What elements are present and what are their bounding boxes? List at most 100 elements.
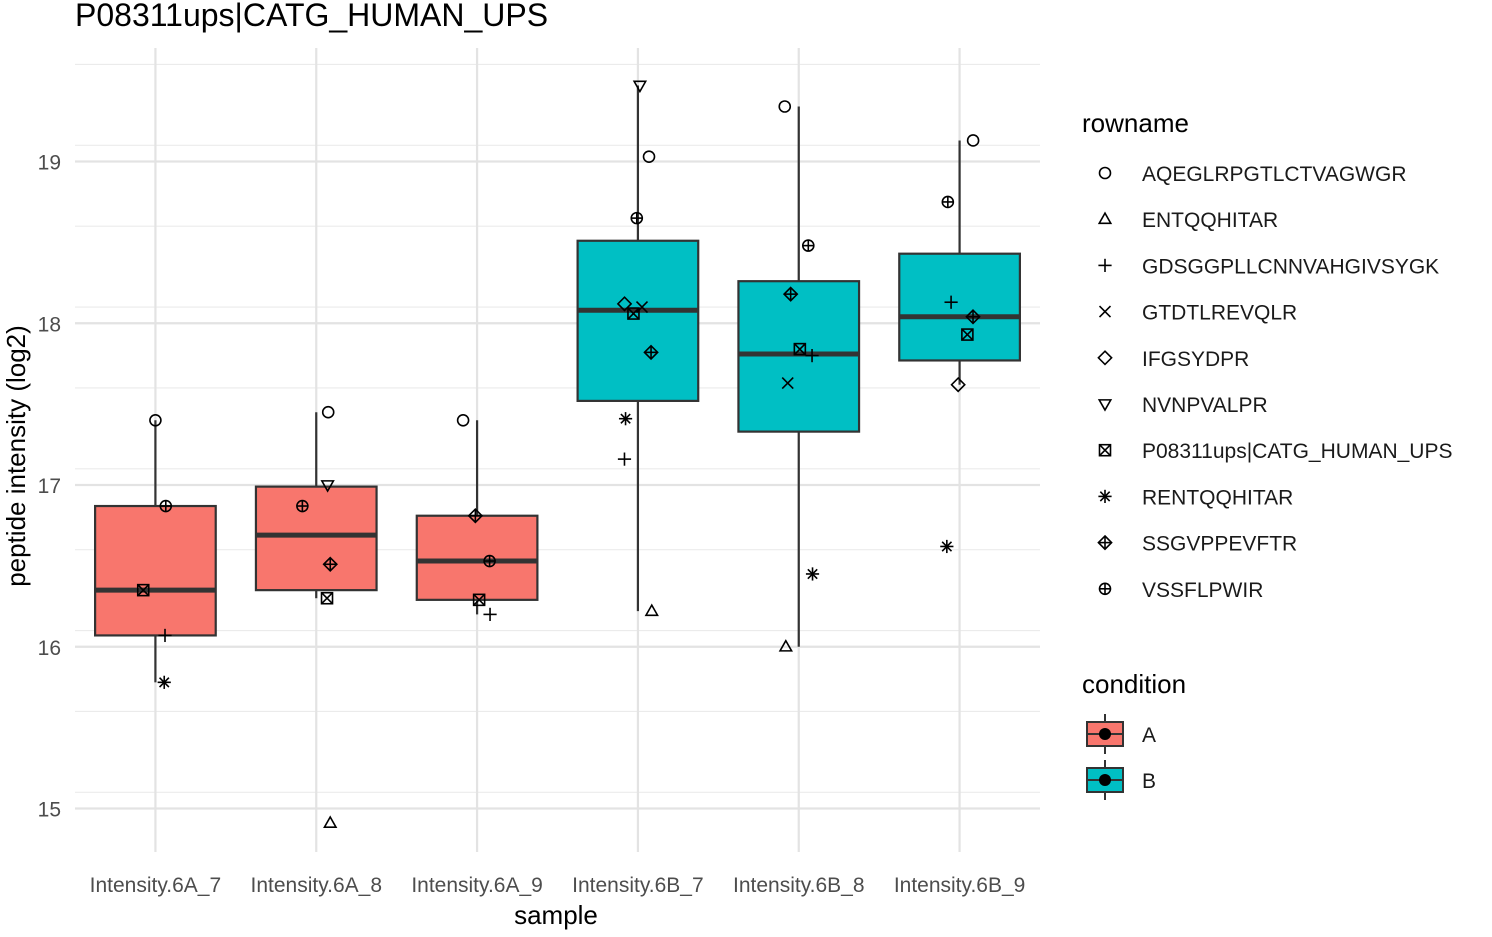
data-point bbox=[950, 376, 966, 393]
triangle-up-icon bbox=[1097, 211, 1113, 225]
data-point bbox=[157, 675, 171, 689]
box-Intensity.6B_7 bbox=[576, 85, 700, 612]
data-point bbox=[782, 286, 799, 302]
data-point bbox=[805, 567, 820, 581]
data-point bbox=[944, 295, 958, 309]
legend-rowname-label: IFGSYDPR bbox=[1142, 348, 1249, 371]
data-point bbox=[483, 607, 497, 621]
legend-rowname-item: GDSGGPLLCNNVAHGIVSYGK bbox=[1098, 255, 1439, 278]
data-point bbox=[617, 452, 632, 466]
data-point bbox=[643, 344, 659, 361]
legend-rowname-item: SSGVPPEVFTR bbox=[1097, 533, 1297, 556]
box-body bbox=[415, 514, 539, 601]
box-Intensity.6B_9 bbox=[898, 140, 1021, 385]
legend-rowname-item: GTDTLREVQLR bbox=[1098, 302, 1297, 325]
legend-rowname-title: rowname bbox=[1082, 108, 1189, 138]
data-point bbox=[323, 815, 338, 828]
x-tick-label: Intensity.6A_8 bbox=[250, 874, 382, 897]
legend-rowname-item: RENTQQHITAR bbox=[1098, 486, 1293, 509]
box-Intensity.6A_9 bbox=[415, 420, 539, 615]
data-point bbox=[642, 150, 656, 163]
x-tick-label: Intensity.6B_9 bbox=[894, 874, 1026, 897]
data-point bbox=[781, 377, 794, 390]
data-points bbox=[136, 80, 981, 828]
x-axis-label: sample bbox=[514, 900, 598, 930]
data-point bbox=[966, 134, 980, 147]
data-point bbox=[801, 239, 815, 252]
data-point bbox=[321, 405, 335, 419]
data-point bbox=[136, 583, 150, 597]
box-key-icon bbox=[1086, 760, 1124, 800]
grid bbox=[75, 48, 1040, 852]
legend-rowname-label: GDSGGPLLCNNVAHGIVSYGK bbox=[1142, 255, 1439, 278]
circle-icon bbox=[1098, 166, 1112, 180]
data-point bbox=[630, 211, 644, 225]
legend-condition-label: A bbox=[1142, 724, 1156, 747]
x-tick-label: Intensity.6B_7 bbox=[572, 874, 704, 897]
cross-icon bbox=[1098, 305, 1112, 318]
x-axis: Intensity.6A_7 Intensity.6A_8 Intensity.6A… bbox=[90, 874, 1026, 897]
data-point bbox=[467, 508, 484, 524]
y-tick-label: 19 bbox=[38, 152, 61, 175]
legend-rowname-label: ENTQQHITAR bbox=[1142, 209, 1278, 232]
box-body bbox=[254, 485, 378, 592]
x-tick-label: Intensity.6B_8 bbox=[733, 874, 865, 897]
box-body bbox=[898, 252, 1021, 362]
box-Intensity.6A_8 bbox=[254, 412, 378, 599]
data-point bbox=[627, 307, 640, 320]
legend-rowname-label: NVNPVALPR bbox=[1142, 394, 1268, 417]
triangle-down-icon bbox=[1097, 399, 1113, 412]
y-axis: 15 16 17 18 19 bbox=[38, 152, 61, 822]
y-axis-label: peptide intensity (log2) bbox=[1, 325, 31, 587]
legend-rowname-label: VSSFLPWIR bbox=[1142, 579, 1263, 602]
data-point bbox=[632, 80, 648, 94]
legend-rowname-item: NVNPVALPR bbox=[1097, 394, 1268, 417]
box-key-icon bbox=[1086, 714, 1124, 754]
y-tick-label: 16 bbox=[38, 637, 61, 660]
data-point bbox=[320, 480, 335, 493]
diamond-plus-icon bbox=[1097, 534, 1113, 551]
data-point bbox=[961, 328, 974, 341]
legend-rowname-label: GTDTLREVQLR bbox=[1142, 302, 1297, 325]
y-tick-label: 17 bbox=[38, 475, 61, 498]
data-point bbox=[940, 539, 954, 554]
legend-rowname-item: AQEGLRPGTLCTVAGWGR bbox=[1098, 163, 1406, 186]
data-point bbox=[472, 593, 486, 607]
legend-rowname-item: VSSFLPWIR bbox=[1098, 579, 1263, 602]
y-tick-label: 18 bbox=[38, 313, 61, 336]
circle-plus-icon bbox=[1098, 582, 1112, 596]
plus-icon bbox=[1098, 258, 1112, 272]
asterisk-icon bbox=[1098, 489, 1112, 503]
data-point bbox=[296, 499, 309, 513]
data-point bbox=[805, 349, 819, 363]
legend-rowname-item: P08311ups|CATG_HUMAN_UPS bbox=[1098, 440, 1452, 463]
data-point bbox=[618, 412, 633, 426]
legend-condition: condition AB bbox=[1082, 669, 1186, 800]
data-point bbox=[483, 554, 496, 568]
data-point bbox=[616, 296, 633, 312]
box-Intensity.6A_7 bbox=[94, 420, 217, 683]
legend-condition-label: B bbox=[1142, 770, 1156, 793]
legend-rowname-label: AQEGLRPGTLCTVAGWGR bbox=[1142, 163, 1406, 186]
data-point bbox=[793, 342, 807, 356]
legend-rowname-item: ENTQQHITAR bbox=[1097, 209, 1278, 232]
legend-condition-item: A bbox=[1086, 714, 1156, 754]
data-point bbox=[778, 639, 793, 652]
data-point bbox=[456, 413, 470, 427]
data-point bbox=[149, 413, 162, 427]
data-point bbox=[159, 499, 173, 513]
data-point bbox=[778, 100, 792, 113]
data-point bbox=[965, 309, 981, 325]
square-cross-icon bbox=[1098, 443, 1112, 457]
boxes bbox=[94, 85, 1021, 683]
diamond-icon bbox=[1097, 350, 1113, 366]
y-tick-label: 15 bbox=[38, 799, 61, 822]
legend-rowname: rowname AQEGLRPGTLCTVAGWGR ENTQQHITAR GDSG… bbox=[1082, 108, 1452, 602]
box-Intensity.6B_8 bbox=[737, 106, 861, 647]
legend-rowname-label: SSGVPPEVFTR bbox=[1142, 533, 1297, 556]
chart-title: P08311ups|CATG_HUMAN_UPS bbox=[75, 0, 548, 33]
legend-condition-item: B bbox=[1086, 760, 1156, 800]
x-tick-label: Intensity.6A_9 bbox=[411, 874, 543, 897]
